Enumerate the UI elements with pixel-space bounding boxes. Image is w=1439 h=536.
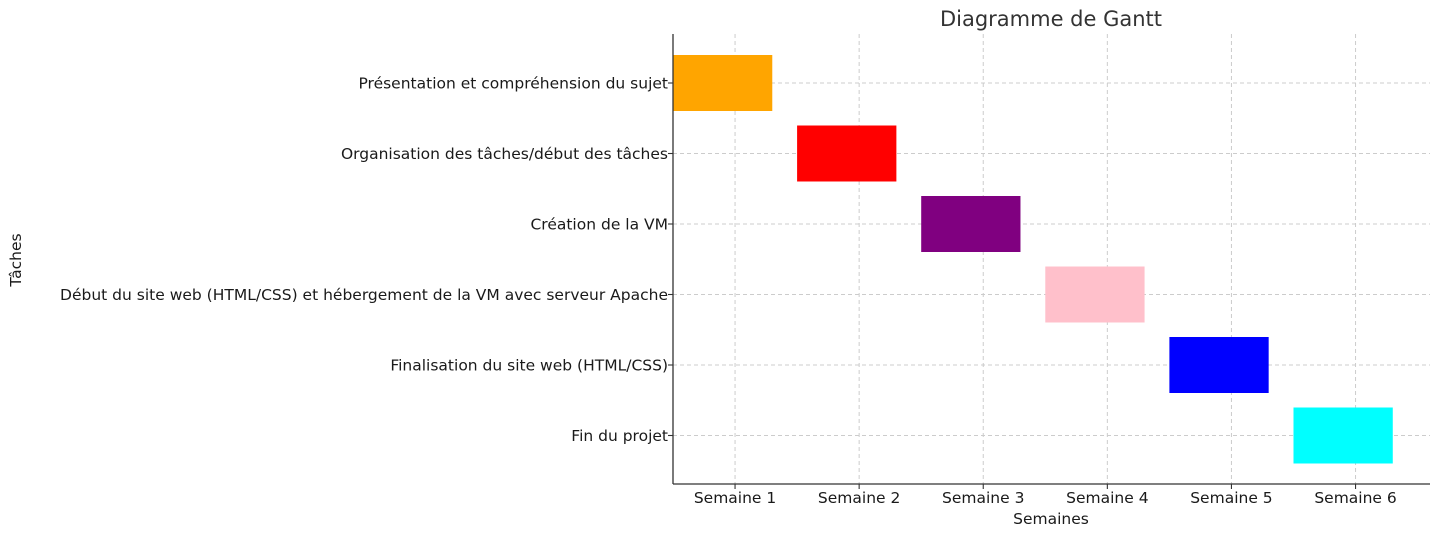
task-bar [673,55,773,111]
task-bar [797,125,897,182]
x-tick-label: Semaine 4 [1066,489,1148,507]
x-tick-label: Semaine 2 [818,489,900,507]
x-tick-label: Semaine 6 [1314,489,1396,507]
x-tick-label: Semaine 3 [942,489,1024,507]
y-axis-label: Tâches [7,233,25,287]
ticks-layer: Semaine 1 Semaine 2 Semaine 3 Semaine 4 Sema… [60,75,1397,508]
task-label: Présentation et compréhension du sujet [358,75,668,93]
x-tick-label: Semaine 5 [1190,489,1272,507]
chart-title: Diagramme de Gantt [940,7,1162,31]
task-bar [1169,337,1269,393]
task-label: Début du site web (HTML/CSS) et hébergem… [60,286,668,304]
x-axis-label: Semaines [1013,510,1089,528]
x-tick-label: Semaine 1 [694,489,776,507]
task-bar [1045,266,1145,323]
bars-layer [673,55,1393,464]
task-label: Organisation des tâches/début des tâches [341,145,668,163]
task-label: Création de la VM [530,216,668,234]
task-bar [921,196,1021,252]
task-bar [1293,407,1393,464]
task-label: Finalisation du site web (HTML/CSS) [390,357,668,375]
task-label: Fin du projet [571,427,668,445]
